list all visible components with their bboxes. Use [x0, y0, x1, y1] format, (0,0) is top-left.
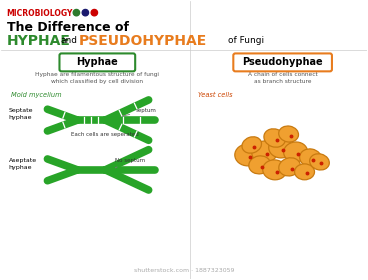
Ellipse shape	[294, 164, 315, 180]
Text: and: and	[60, 36, 78, 45]
Circle shape	[82, 10, 89, 16]
Ellipse shape	[279, 126, 298, 142]
Text: Yeast cells: Yeast cells	[198, 92, 233, 98]
FancyBboxPatch shape	[60, 53, 135, 71]
Circle shape	[91, 10, 98, 16]
Text: No septum: No septum	[115, 158, 145, 168]
Ellipse shape	[252, 141, 277, 163]
Text: septum: septum	[121, 108, 156, 116]
Text: Hyphae are filamentous structure of fungi
which classified by cell division: Hyphae are filamentous structure of fung…	[35, 72, 159, 84]
Ellipse shape	[242, 137, 262, 153]
Ellipse shape	[263, 160, 287, 180]
Ellipse shape	[235, 144, 261, 166]
Text: The Difference of: The Difference of	[7, 21, 129, 34]
Text: MICROBIOLOGY: MICROBIOLOGY	[7, 9, 73, 18]
Ellipse shape	[300, 149, 321, 167]
Text: shutterstock.com · 1887323059: shutterstock.com · 1887323059	[134, 268, 234, 273]
Text: Each cells are seperated: Each cells are seperated	[71, 132, 139, 137]
Ellipse shape	[309, 154, 329, 170]
FancyBboxPatch shape	[233, 53, 332, 71]
Text: HYPHAE: HYPHAE	[7, 34, 71, 48]
Ellipse shape	[269, 138, 293, 158]
Text: of Fungi: of Fungi	[228, 36, 264, 45]
Ellipse shape	[264, 129, 286, 147]
Circle shape	[73, 10, 79, 16]
Text: Pseudohyphae: Pseudohyphae	[242, 57, 323, 67]
Text: Mold mycelium: Mold mycelium	[11, 92, 61, 98]
Text: PSEUDOHYPHAE: PSEUDOHYPHAE	[78, 34, 207, 48]
Text: Aseptate
hyphae: Aseptate hyphae	[9, 158, 37, 169]
Text: Hyphae: Hyphae	[77, 57, 118, 67]
Ellipse shape	[279, 158, 300, 176]
Text: A chain of cells connect
as branch structure: A chain of cells connect as branch struc…	[248, 72, 318, 84]
Text: Septate
hyphae: Septate hyphae	[9, 108, 33, 120]
Ellipse shape	[284, 142, 308, 162]
Ellipse shape	[249, 156, 270, 174]
